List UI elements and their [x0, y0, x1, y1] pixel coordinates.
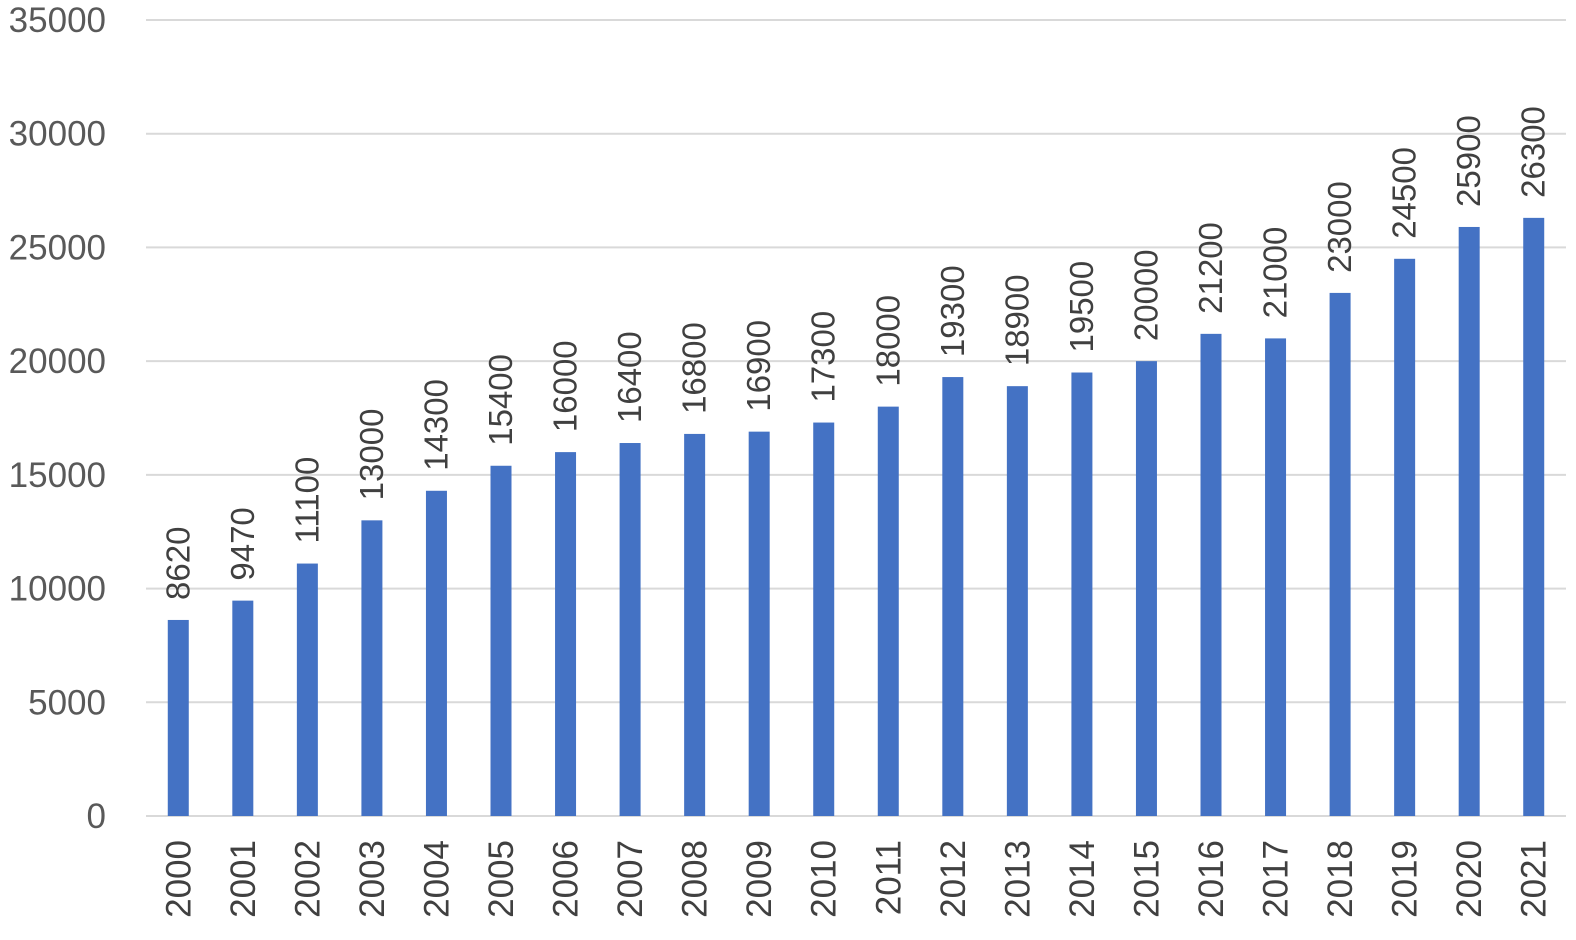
data-label-2003: 13000: [353, 409, 390, 501]
data-label-2016: 21200: [1192, 222, 1229, 314]
bar-2008: [684, 433, 706, 816]
x-axis-ticks: 2000 2001 2002 2003 2004 2005 2006 2007 2008 2009…: [159, 840, 1553, 918]
data-label-2020: 25900: [1450, 115, 1487, 207]
bar-2020: [1458, 226, 1480, 816]
gridlines: [146, 19, 1566, 817]
x-tick-label-2006: 2006: [547, 840, 586, 918]
bar-2010: [813, 422, 835, 816]
x-tick-label-2014: 2014: [1063, 840, 1102, 918]
bar-2006: [555, 452, 577, 816]
bar-2017: [1265, 338, 1287, 816]
data-label-2011: 18000: [869, 295, 906, 387]
data-label-2005: 15400: [482, 354, 519, 446]
x-tick-label-2002: 2002: [288, 840, 327, 918]
bar-2001: [232, 600, 254, 816]
bar-2019: [1394, 258, 1416, 816]
y-tick-label: 15000: [9, 456, 106, 495]
bar-2009: [748, 431, 770, 816]
x-tick-label-2003: 2003: [353, 840, 392, 918]
bar-2015: [1135, 361, 1157, 816]
x-tick-label-2007: 2007: [611, 840, 650, 918]
x-tick-label-2013: 2013: [998, 840, 1037, 918]
data-label-2012: 19300: [934, 265, 971, 357]
bar-2004: [425, 490, 447, 816]
x-tick-label-2021: 2021: [1515, 840, 1554, 918]
x-tick-label-2001: 2001: [224, 840, 263, 918]
x-tick-label-2005: 2005: [482, 840, 521, 918]
data-label-2002: 11100: [288, 457, 325, 544]
bar-2002: [296, 563, 318, 816]
bars: [167, 217, 1545, 816]
data-label-2007: 16400: [611, 331, 648, 423]
y-tick-label: 35000: [9, 1, 106, 40]
y-tick-label: 20000: [9, 342, 106, 381]
data-label-2008: 16800: [676, 322, 713, 414]
x-tick-label-2012: 2012: [934, 840, 973, 918]
x-tick-label-2020: 2020: [1450, 840, 1489, 918]
x-tick-label-2019: 2019: [1386, 840, 1425, 918]
x-tick-label-2000: 2000: [159, 840, 198, 918]
data-label-2019: 24500: [1386, 147, 1423, 239]
bar-2021: [1523, 217, 1545, 816]
bar-2013: [1006, 386, 1028, 816]
data-label-2006: 16000: [547, 340, 584, 432]
data-label-2015: 20000: [1127, 249, 1164, 341]
y-tick-label: 0: [87, 797, 106, 836]
y-tick-label: 5000: [28, 683, 106, 722]
bar-2018: [1329, 292, 1351, 816]
y-tick-label: 25000: [9, 228, 106, 267]
x-tick-label-2016: 2016: [1192, 840, 1231, 918]
bar-2016: [1200, 333, 1222, 816]
bar-2000: [167, 619, 189, 816]
data-label-2014: 19500: [1063, 261, 1100, 353]
x-tick-label-2004: 2004: [417, 840, 456, 918]
data-label-2001: 9470: [224, 507, 261, 580]
x-tick-label-2009: 2009: [740, 840, 779, 918]
x-tick-label-2010: 2010: [805, 840, 844, 918]
bar-2007: [619, 443, 641, 816]
data-label-2004: 14300: [417, 379, 454, 471]
x-tick-label-2008: 2008: [676, 840, 715, 918]
y-tick-label: 10000: [9, 570, 106, 609]
data-label-2009: 16900: [740, 320, 777, 412]
data-label-2010: 17300: [805, 311, 842, 403]
data-label-2000: 8620: [159, 527, 196, 600]
bar-2003: [361, 520, 383, 816]
x-tick-label-2015: 2015: [1127, 840, 1166, 918]
y-axis-ticks: 0 5000 10000 15000 20000 25000 30000 35000: [9, 1, 106, 836]
data-label-2017: 21000: [1257, 227, 1294, 319]
data-label-2021: 26300: [1515, 106, 1552, 198]
data-label-2018: 23000: [1321, 181, 1358, 273]
y-tick-label: 30000: [9, 115, 106, 154]
bar-2005: [490, 465, 512, 816]
x-tick-label-2018: 2018: [1321, 840, 1360, 918]
data-label-2013: 18900: [998, 274, 1035, 366]
bar-2014: [1071, 372, 1093, 816]
x-tick-label-2017: 2017: [1257, 840, 1296, 918]
bar-2012: [942, 377, 964, 816]
x-tick-label-2011: 2011: [869, 840, 908, 915]
data-labels: 8620 9470 11100 13000 14300 15400 16000 16400 16…: [159, 106, 1551, 600]
bar-2011: [877, 406, 899, 816]
